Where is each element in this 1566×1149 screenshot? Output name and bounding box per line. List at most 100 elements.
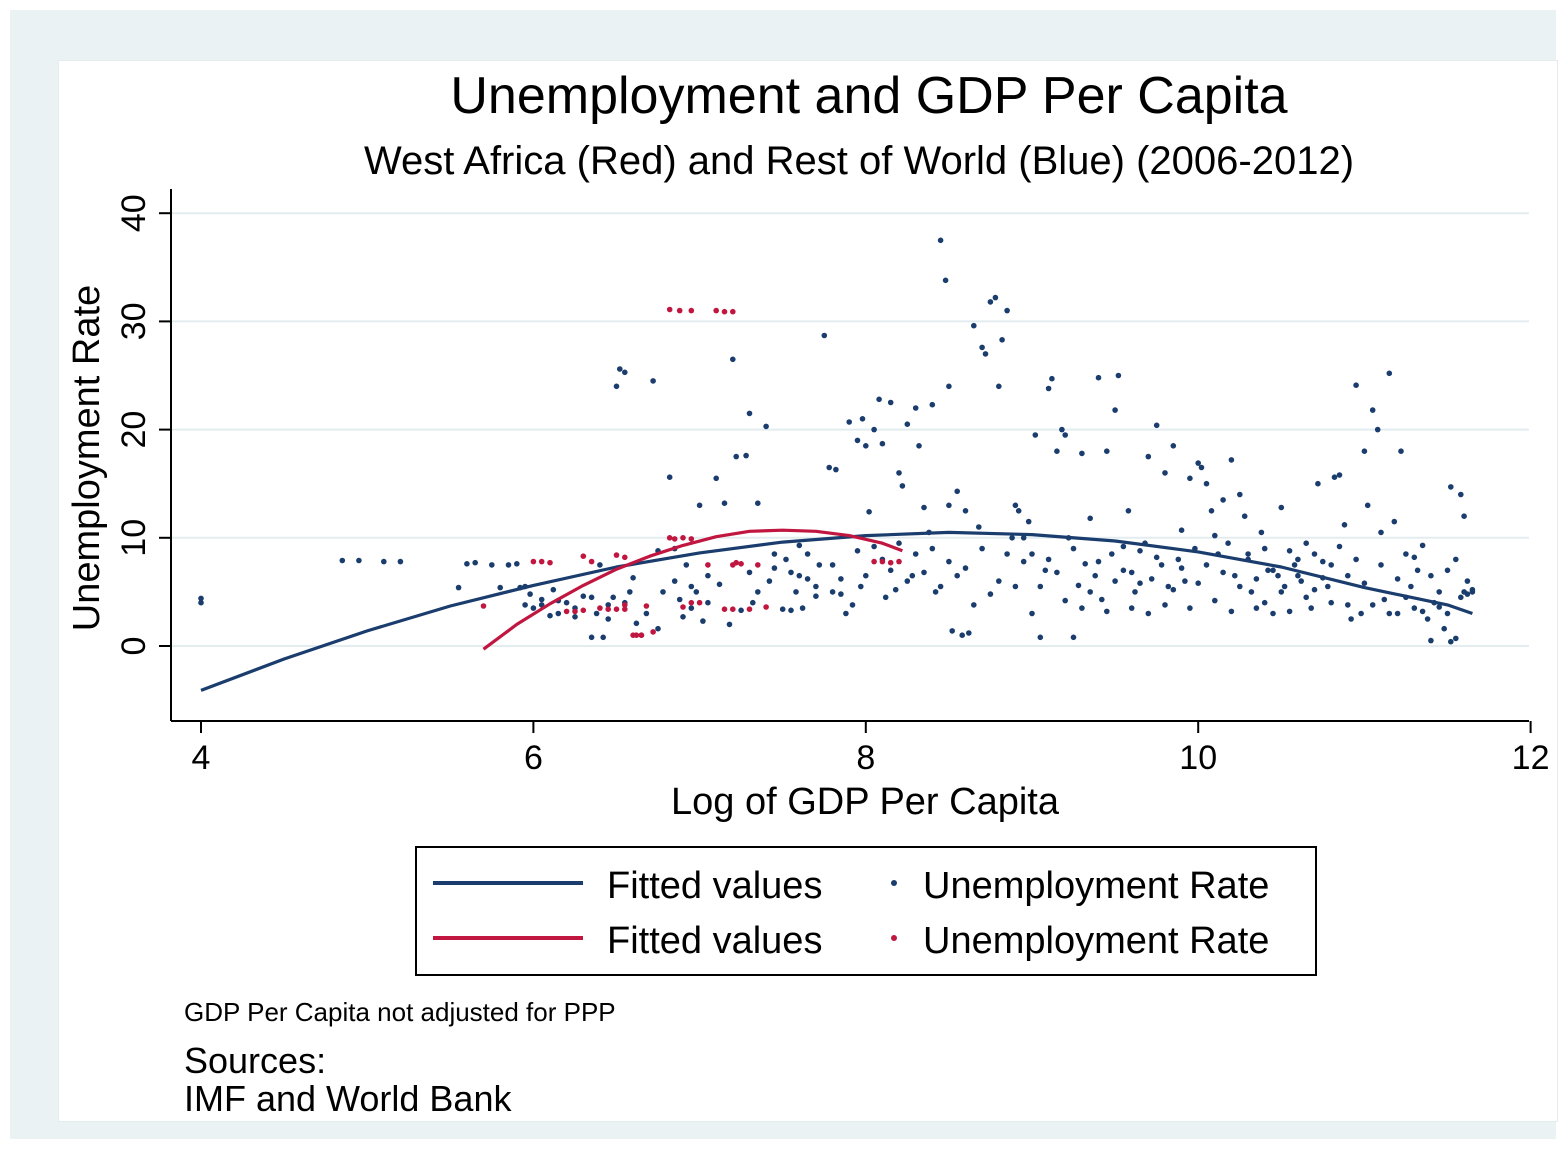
data-point-west-africa <box>547 559 553 566</box>
data-point-rest-of-world <box>942 277 949 284</box>
data-point-rest-of-world <box>912 551 919 557</box>
data-point-rest-of-world <box>1408 583 1414 590</box>
data-point-rest-of-world <box>1165 583 1172 590</box>
data-point-rest-of-world <box>1092 572 1098 579</box>
data-point-west-africa <box>480 603 487 609</box>
data-point-west-africa <box>879 558 886 565</box>
data-point-west-africa <box>887 559 894 566</box>
data-point-rest-of-world <box>1087 589 1093 595</box>
data-point-rest-of-world <box>1079 605 1085 611</box>
data-point-west-africa <box>613 552 620 558</box>
data-point-west-africa <box>622 554 628 561</box>
data-point-rest-of-world <box>1187 475 1193 482</box>
data-point-rest-of-world <box>858 583 864 590</box>
data-point-rest-of-world <box>1182 578 1188 584</box>
data-point-rest-of-world <box>572 614 578 620</box>
data-point-rest-of-world <box>976 524 982 530</box>
fitted-line-rest-of-world <box>200 530 1473 692</box>
data-point-rest-of-world <box>1054 448 1060 455</box>
data-point-rest-of-world <box>613 383 620 390</box>
data-point-rest-of-world <box>954 572 960 579</box>
data-point-rest-of-world <box>904 578 911 584</box>
data-point-rest-of-world <box>550 586 557 593</box>
data-point-west-africa <box>605 606 611 612</box>
data-point-rest-of-world <box>680 614 686 620</box>
data-point-rest-of-world <box>746 410 753 417</box>
data-point-west-africa <box>650 629 656 635</box>
data-point-rest-of-world <box>497 584 504 591</box>
data-point-rest-of-world <box>593 610 600 617</box>
legend-box <box>415 846 1317 976</box>
data-point-rest-of-world <box>962 565 969 571</box>
y-tick-label-0: 0 <box>115 637 153 656</box>
data-point-rest-of-world <box>1391 518 1398 525</box>
data-point-rest-of-world <box>726 621 733 628</box>
data-point-rest-of-world <box>849 602 856 608</box>
data-point-rest-of-world <box>555 610 562 617</box>
data-point-rest-of-world <box>946 558 952 565</box>
data-point-rest-of-world <box>1353 556 1359 563</box>
data-point-rest-of-world <box>966 630 972 636</box>
data-point-rest-of-world <box>1311 551 1318 557</box>
data-point-rest-of-world <box>1212 532 1218 539</box>
data-point-rest-of-world <box>796 542 803 549</box>
data-point-rest-of-world <box>1361 580 1368 586</box>
data-point-rest-of-world <box>1099 596 1105 603</box>
data-point-rest-of-world <box>1453 556 1459 563</box>
data-point-rest-of-world <box>1464 591 1471 597</box>
data-point-rest-of-world <box>1295 572 1301 579</box>
data-point-rest-of-world <box>979 545 985 552</box>
data-point-rest-of-world <box>1145 453 1152 460</box>
data-point-rest-of-world <box>397 558 404 565</box>
data-point-rest-of-world <box>996 383 1002 390</box>
data-point-rest-of-world <box>683 562 690 568</box>
data-point-rest-of-world <box>1228 457 1235 463</box>
data-point-rest-of-world <box>1275 572 1281 579</box>
data-point-rest-of-world <box>987 299 994 305</box>
data-point-rest-of-world <box>1062 597 1068 604</box>
data-point-west-africa <box>633 632 640 638</box>
data-point-rest-of-world <box>1178 565 1185 571</box>
data-point-rest-of-world <box>1032 432 1039 438</box>
data-point-west-africa <box>580 607 587 614</box>
data-point-rest-of-world <box>633 620 640 627</box>
data-point-rest-of-world <box>1020 535 1027 541</box>
data-point-rest-of-world <box>1203 480 1210 487</box>
data-point-rest-of-world <box>1428 637 1434 644</box>
data-point-west-africa <box>871 558 877 565</box>
data-point-rest-of-world <box>617 366 623 372</box>
data-point-rest-of-world <box>1303 594 1309 601</box>
data-point-rest-of-world <box>1308 605 1314 611</box>
data-point-rest-of-world <box>783 556 789 563</box>
scatter-chart: Unemployment and GDP Per Capita West Afr… <box>66 67 1550 1119</box>
data-point-rest-of-world <box>799 605 806 611</box>
data-point-rest-of-world <box>1394 610 1401 617</box>
data-point-rest-of-world <box>1148 576 1155 582</box>
data-point-rest-of-world <box>1261 599 1268 606</box>
data-point-rest-of-world <box>713 475 719 482</box>
data-point-rest-of-world <box>1232 572 1238 579</box>
data-point-rest-of-world <box>909 572 916 579</box>
data-point-rest-of-world <box>932 589 939 595</box>
data-point-rest-of-world <box>1195 460 1201 466</box>
data-point-west-africa <box>688 599 695 606</box>
data-point-west-africa <box>730 606 736 612</box>
data-point-rest-of-world <box>1049 375 1055 382</box>
data-point-rest-of-world <box>1198 464 1205 471</box>
data-point-rest-of-world <box>1303 540 1309 546</box>
data-point-rest-of-world <box>489 562 495 568</box>
data-point-rest-of-world <box>339 557 346 564</box>
data-point-rest-of-world <box>1378 562 1384 568</box>
data-point-rest-of-world <box>1374 426 1381 433</box>
data-point-rest-of-world <box>921 569 927 576</box>
data-point-rest-of-world <box>1458 594 1464 601</box>
data-point-rest-of-world <box>1444 567 1451 574</box>
data-point-rest-of-world <box>1115 372 1122 379</box>
data-point-rest-of-world <box>1398 448 1404 455</box>
data-point-rest-of-world <box>522 602 528 608</box>
data-point-rest-of-world <box>671 578 678 584</box>
data-point-rest-of-world <box>1345 572 1351 579</box>
data-point-rest-of-world <box>605 602 611 608</box>
data-point-west-africa <box>721 606 728 612</box>
sources-text: IMF and World Bank <box>184 1078 512 1119</box>
